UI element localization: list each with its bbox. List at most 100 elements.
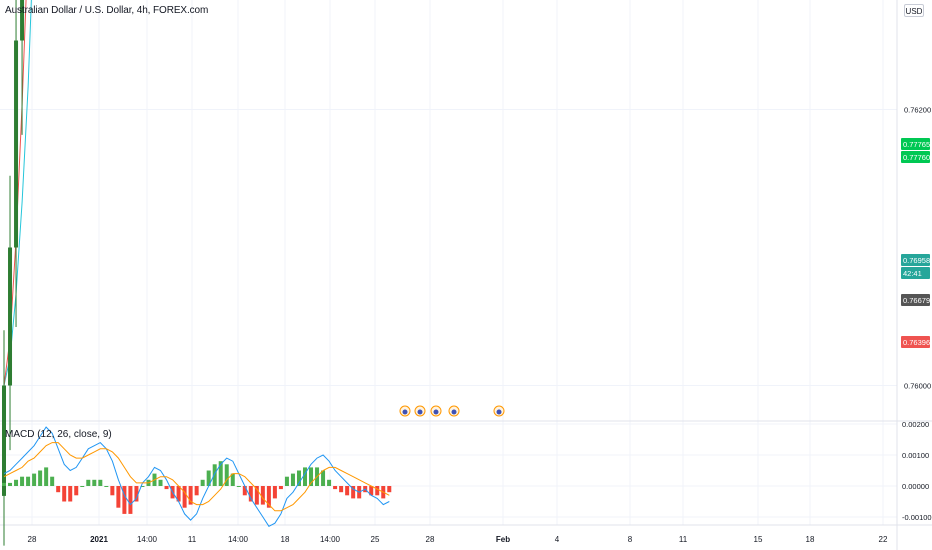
event-dot xyxy=(451,409,457,415)
macd-histogram-bar xyxy=(333,486,338,490)
macd-histogram-bar xyxy=(200,479,205,486)
time-axis-label: 11 xyxy=(679,535,688,544)
price-badge-text: 0.77760 xyxy=(903,153,930,162)
time-axis-label: 4 xyxy=(555,535,560,544)
macd-histogram-bar xyxy=(80,486,85,487)
signal-line xyxy=(3,442,390,512)
macd-histogram-bar xyxy=(254,486,259,505)
macd-histogram-bar xyxy=(104,486,109,487)
time-axis-label: 25 xyxy=(371,535,380,544)
macd-histogram-bar xyxy=(26,476,31,486)
chart-title: Australian Dollar / U.S. Dollar, 4h, FOR… xyxy=(5,5,209,16)
price-badge-text: 0.76396 xyxy=(903,338,930,347)
macd-histogram-bar xyxy=(86,479,91,486)
time-axis-label: 28 xyxy=(426,535,435,544)
macd-histogram-bar xyxy=(248,486,253,502)
event-dot xyxy=(417,409,423,415)
candle-body xyxy=(8,247,13,386)
price-badge-bg xyxy=(901,294,930,306)
macd-histogram-bar xyxy=(74,486,79,496)
macd-histogram-bar xyxy=(309,467,314,486)
price-badge-bg xyxy=(901,138,930,150)
macd-histogram-bar xyxy=(369,486,374,496)
macd-histogram-bar xyxy=(278,486,283,490)
macd-axis-label: -0.00100 xyxy=(902,513,932,522)
macd-histogram-bar xyxy=(158,479,163,486)
candle-body xyxy=(14,40,19,248)
price-badge-last: 0.76958 xyxy=(901,254,930,266)
macd-histogram-bar xyxy=(284,476,289,486)
macd-histogram-bar xyxy=(122,486,127,514)
price-badge-text: 0.76679 xyxy=(903,296,930,305)
candle-body xyxy=(20,0,25,41)
macd-histogram-bar xyxy=(134,486,139,502)
macd-histogram-bar xyxy=(303,467,307,486)
macd-histogram-bar xyxy=(188,486,193,505)
time-axis-label: 14:00 xyxy=(137,535,158,544)
time-axis-label: 22 xyxy=(879,535,888,544)
time-axis-label: 11 xyxy=(188,535,197,544)
price-badge-bg xyxy=(901,336,930,348)
time-axis-label: Feb xyxy=(496,535,510,544)
macd-histogram-bar xyxy=(206,470,211,486)
macd-histogram-bar xyxy=(92,479,97,486)
event-marker xyxy=(493,405,505,417)
macd-histogram-bar xyxy=(62,486,67,502)
macd-histogram-bar xyxy=(230,473,235,486)
macd-histogram-bar xyxy=(182,486,187,508)
time-axis-label: 2021 xyxy=(90,535,108,544)
price-badge-entry: 0.76679 xyxy=(901,294,930,306)
macd-axis-label: 0.00200 xyxy=(902,420,929,429)
macd-histogram-bar xyxy=(98,479,103,486)
event-marker xyxy=(430,405,442,417)
event-dot xyxy=(402,409,408,415)
macd-histogram-bar xyxy=(20,476,25,486)
macd-histogram-bar xyxy=(375,486,380,496)
macd-histogram-bar xyxy=(242,486,247,496)
macd-histogram-bar xyxy=(110,486,115,496)
time-axis-label: 18 xyxy=(806,535,815,544)
macd-histogram-bar xyxy=(2,482,6,486)
macd-line xyxy=(3,426,390,527)
event-dot xyxy=(433,409,439,415)
macd-histogram-bar xyxy=(387,486,392,493)
price-badge-stop: 0.76396 xyxy=(901,336,930,348)
price-badge-text: 0.77765 xyxy=(903,140,930,149)
macd-histogram-bar xyxy=(164,486,169,490)
macd-histogram-bar xyxy=(218,461,223,486)
price-badge-bg xyxy=(901,267,930,279)
time-axis-label: 14:00 xyxy=(228,535,249,544)
time-axis-label: 28 xyxy=(28,535,37,544)
price-badge-bg xyxy=(901,151,930,163)
macd-histogram-bar xyxy=(345,486,350,496)
macd-histogram-bar xyxy=(14,479,19,486)
event-marker xyxy=(399,405,411,417)
price-badge-level: 0.77765 xyxy=(901,138,930,150)
macd-histogram-bar xyxy=(224,464,229,486)
time-axis-label: 8 xyxy=(628,535,633,544)
macd-histogram-bar xyxy=(351,486,356,499)
macd-histogram-bar xyxy=(290,473,295,486)
event-dot xyxy=(496,409,502,415)
macd-histogram-bar xyxy=(50,476,55,486)
macd-histogram-bar xyxy=(140,486,145,487)
macd-histogram-bar xyxy=(327,479,332,486)
macd-histogram-bar xyxy=(128,486,133,514)
price-badge-countdown: 42:41 xyxy=(901,267,930,279)
macd-histogram-bar xyxy=(116,486,121,508)
currency-button[interactable]: USD xyxy=(904,4,924,17)
macd-histogram-bar xyxy=(68,486,73,502)
event-marker xyxy=(448,405,460,417)
macd-histogram-bar xyxy=(266,486,271,508)
macd-histogram-bar xyxy=(260,486,265,505)
macd-histogram-bar xyxy=(32,473,37,486)
price-badge-text: 0.76958 xyxy=(903,256,930,265)
macd-axis-label: 0.00000 xyxy=(902,482,929,491)
price-badge-level: 0.77760 xyxy=(901,151,930,163)
price-axis-label: 0.76200 xyxy=(904,106,931,115)
macd-histogram-bar xyxy=(56,486,61,493)
macd-histogram-bar xyxy=(296,470,301,486)
